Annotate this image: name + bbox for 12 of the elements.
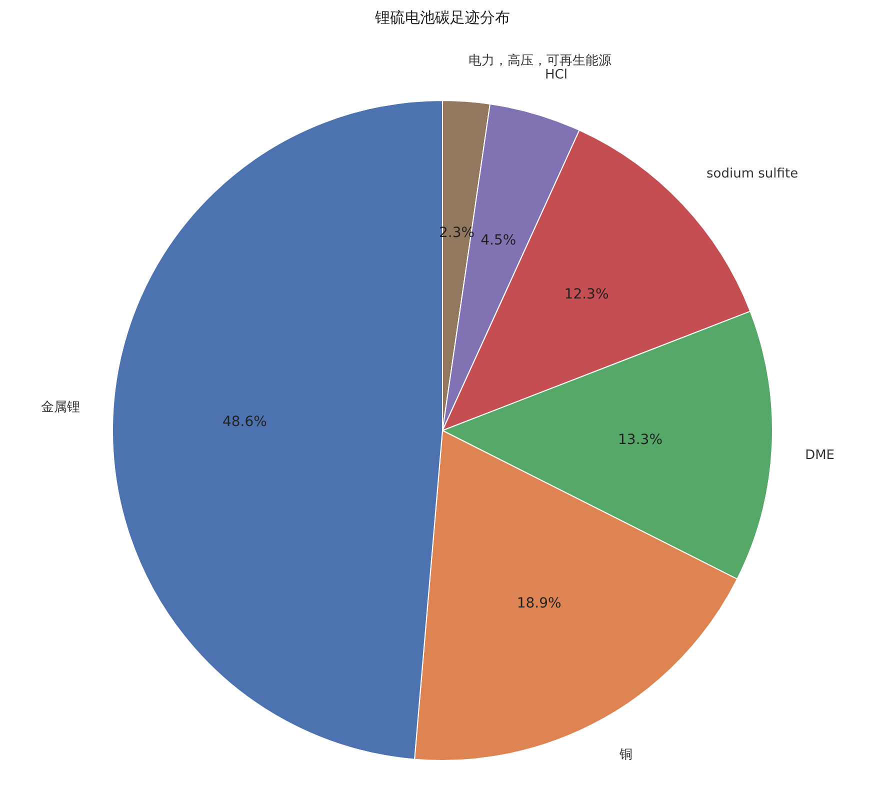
data-label: 18.9% (516, 595, 562, 612)
slice-label: HCl (544, 67, 568, 82)
chart-title: 锂硫电池碳足迹分布 (374, 8, 510, 26)
data-label: 13.3% (618, 432, 663, 448)
slice-label: 铜 (618, 747, 633, 762)
data-label: 4.5% (480, 232, 516, 249)
slice-label: sodium sulfite (706, 166, 798, 182)
slice-label: 金属锂 (40, 400, 80, 416)
slice-label: 电力，高压，可再生能源 (468, 52, 612, 68)
slice-label: DME (805, 448, 835, 464)
data-label: 48.6% (222, 414, 267, 430)
data-label: 12.3% (564, 286, 609, 303)
